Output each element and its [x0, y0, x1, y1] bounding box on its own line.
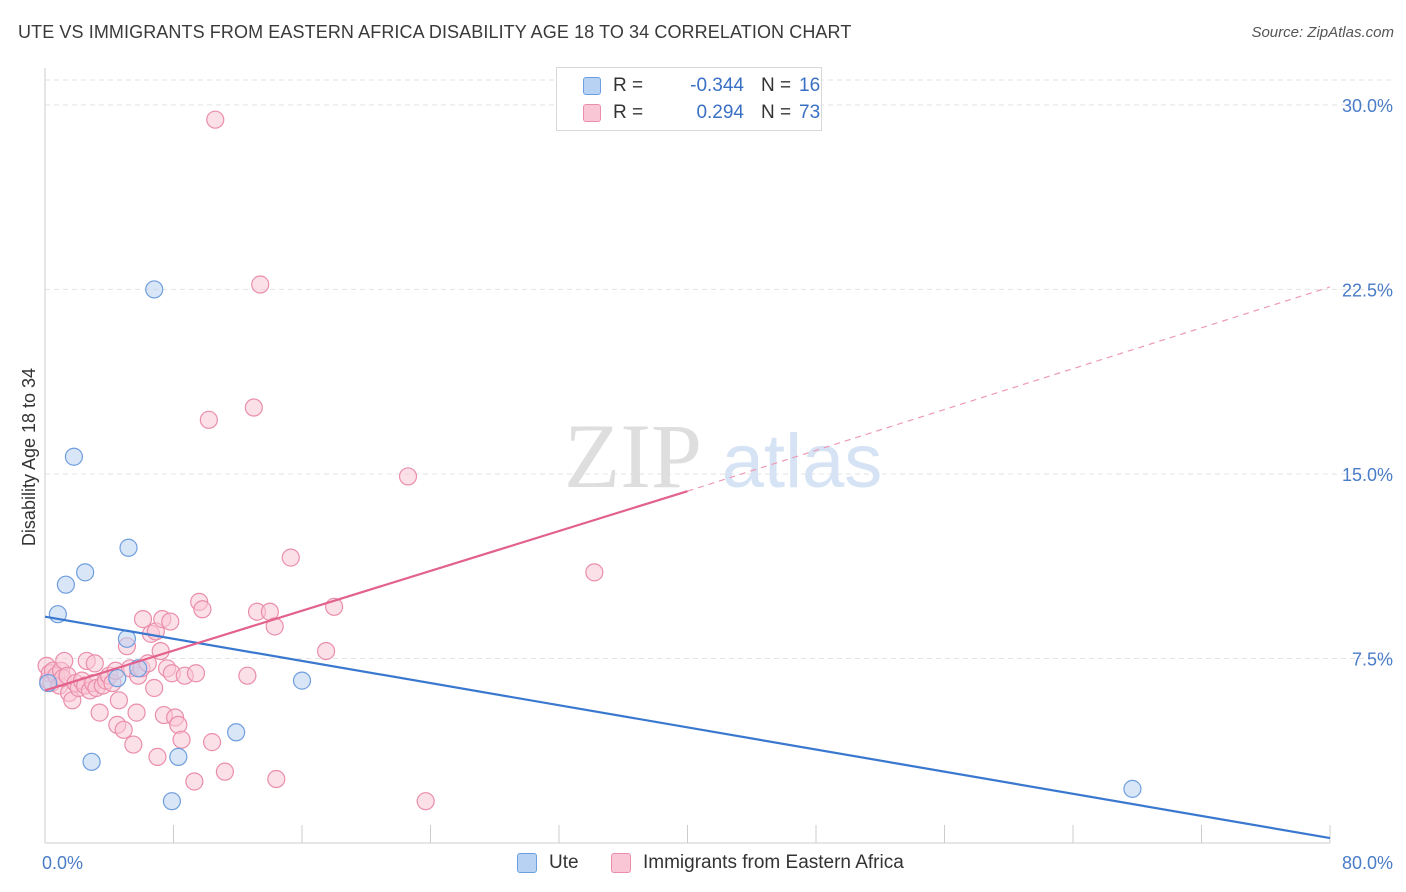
immigrants-point — [316, 641, 336, 661]
legend-r-value: -0.344 — [690, 75, 744, 96]
ute-point — [56, 575, 75, 594]
ute-point — [76, 563, 95, 582]
watermark-zip: ZIP — [564, 405, 702, 507]
immigrants-point — [206, 110, 225, 129]
bottom-legend-label-immigrants: Immigrants from Eastern Africa — [643, 852, 904, 873]
immigrants-point — [124, 735, 143, 754]
immigrants-point — [90, 703, 109, 722]
ute-point — [108, 669, 127, 688]
bottom-legend-swatch-ute — [517, 853, 537, 873]
ute-point — [1123, 779, 1142, 798]
y-tick-label: 15.0% — [1342, 465, 1393, 485]
immigrants-point — [185, 772, 204, 791]
x-tick-label: 0.0% — [42, 853, 83, 873]
immigrants-point — [127, 703, 146, 722]
immigrants-point — [193, 600, 212, 619]
immigrants-point — [114, 720, 133, 739]
legend-n-label: N = — [761, 75, 792, 96]
immigrants-point — [251, 275, 270, 294]
immigrants-point — [109, 691, 128, 710]
immigrants-point — [215, 762, 234, 781]
immigrants-point — [265, 617, 284, 636]
immigrants-point — [133, 610, 153, 629]
immigrants-point — [169, 715, 188, 735]
immigrants-point — [161, 612, 180, 631]
ute-point — [227, 723, 246, 742]
immigrants-point — [148, 747, 167, 766]
trend-lines — [44, 286, 1331, 840]
x-tick-label: 80.0% — [1342, 853, 1393, 873]
tick-labels: 7.5% 15.0% 22.5% 30.0% 0.0% 80.0% — [42, 96, 1393, 873]
immigrants-point — [199, 410, 218, 429]
ute-point — [119, 538, 138, 557]
immigrants-point — [585, 563, 604, 582]
immigrants-point — [267, 769, 286, 789]
correlation-legend: R = -0.344 N = 16 R = 0.294 N = 73 — [556, 67, 822, 131]
immigrants-point — [186, 664, 206, 683]
chart-title: UTE VS IMMIGRANTS FROM EASTERN AFRICA DI… — [18, 22, 852, 42]
y-tick-label: 30.0% — [1342, 96, 1393, 116]
bottom-legend-label-ute: Ute — [549, 852, 579, 873]
ute-point — [82, 752, 101, 771]
series-ute-points — [39, 280, 1142, 811]
axes — [44, 68, 1331, 844]
immigrants-point — [238, 666, 257, 685]
source-label: Source: ZipAtlas.com — [1251, 24, 1394, 41]
legend-swatch-immigrants — [583, 104, 601, 122]
immigrants-point — [398, 467, 418, 486]
legend-r-label: R = — [613, 75, 644, 96]
legend-swatch-ute — [583, 77, 601, 95]
watermark-atlas: atlas — [722, 419, 883, 504]
ute-point — [64, 447, 84, 466]
legend-r-label: R = — [613, 102, 644, 123]
immigrants-trend-line — [44, 490, 688, 692]
y-tick-label: 22.5% — [1342, 280, 1393, 300]
legend-r-value: 0.294 — [696, 102, 744, 123]
immigrants-trend-extension — [687, 286, 1331, 492]
watermark: ZIP atlas — [564, 405, 882, 507]
immigrants-point — [85, 654, 104, 673]
immigrants-point — [416, 792, 435, 811]
gridlines — [45, 79, 1392, 659]
y-axis-label: Disability Age 18 to 34 — [19, 368, 39, 546]
immigrants-point — [55, 651, 74, 671]
immigrants-point — [145, 678, 164, 698]
ute-point — [292, 671, 312, 690]
ute-point — [145, 280, 164, 299]
ute-trend-line — [44, 615, 1331, 840]
immigrants-point — [244, 398, 263, 417]
immigrants-point — [202, 733, 222, 752]
immigrants-point — [281, 548, 300, 567]
ute-point — [129, 659, 148, 678]
bottom-legend-swatch-immigrants — [611, 853, 631, 873]
legend-n-value: 73 — [799, 102, 821, 123]
immigrants-point — [172, 730, 191, 749]
ute-point — [169, 747, 188, 766]
legend-n-label: N = — [761, 102, 792, 123]
series-immigrants-points — [37, 110, 604, 811]
y-tick-label: 7.5% — [1352, 649, 1393, 669]
legend-n-value: 16 — [799, 75, 821, 96]
ute-point — [162, 792, 181, 811]
